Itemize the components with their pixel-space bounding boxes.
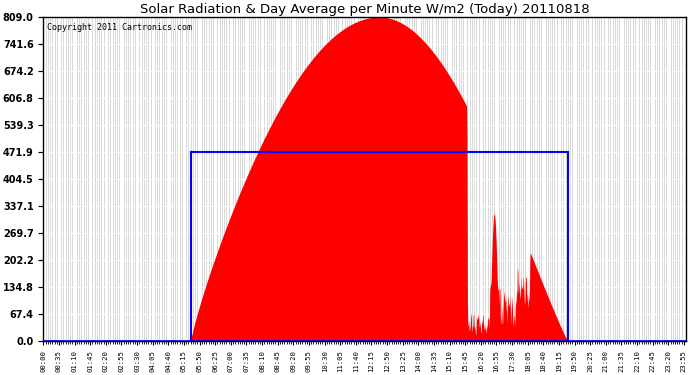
Title: Solar Radiation & Day Average per Minute W/m2 (Today) 20110818: Solar Radiation & Day Average per Minute…	[140, 3, 589, 16]
Text: Copyright 2011 Cartronics.com: Copyright 2011 Cartronics.com	[47, 23, 192, 32]
